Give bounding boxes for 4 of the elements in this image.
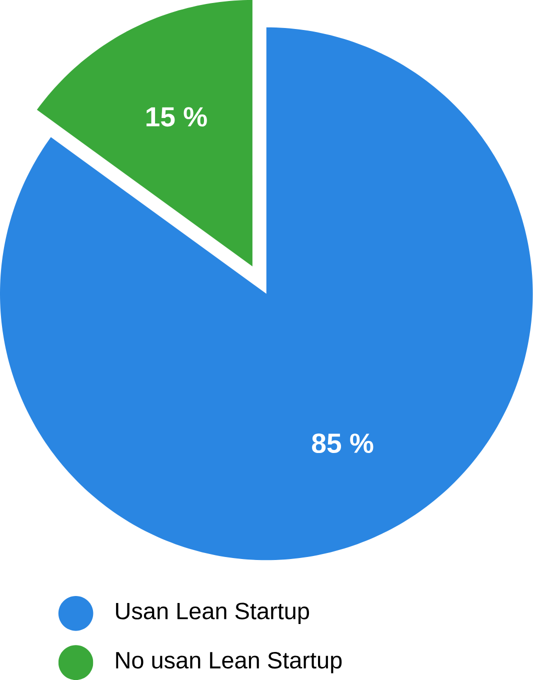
legend-label: No usan Lean Startup	[116, 652, 342, 674]
data-label: 85 %	[312, 434, 374, 454]
data-label: 15 %	[146, 107, 208, 127]
legend-label: Usan Lean Startup	[116, 602, 310, 624]
